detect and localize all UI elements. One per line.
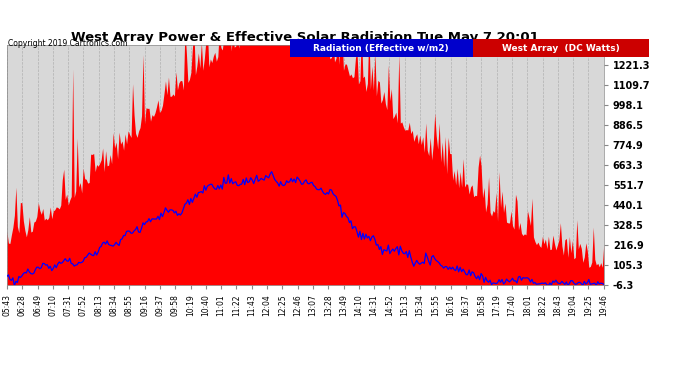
Text: Copyright 2019 Cartronics.com: Copyright 2019 Cartronics.com — [8, 39, 128, 48]
Text: Radiation (Effective w/m2): Radiation (Effective w/m2) — [313, 44, 449, 53]
Title: West Array Power & Effective Solar Radiation Tue May 7 20:01: West Array Power & Effective Solar Radia… — [72, 31, 539, 44]
Text: West Array  (DC Watts): West Array (DC Watts) — [502, 44, 620, 53]
